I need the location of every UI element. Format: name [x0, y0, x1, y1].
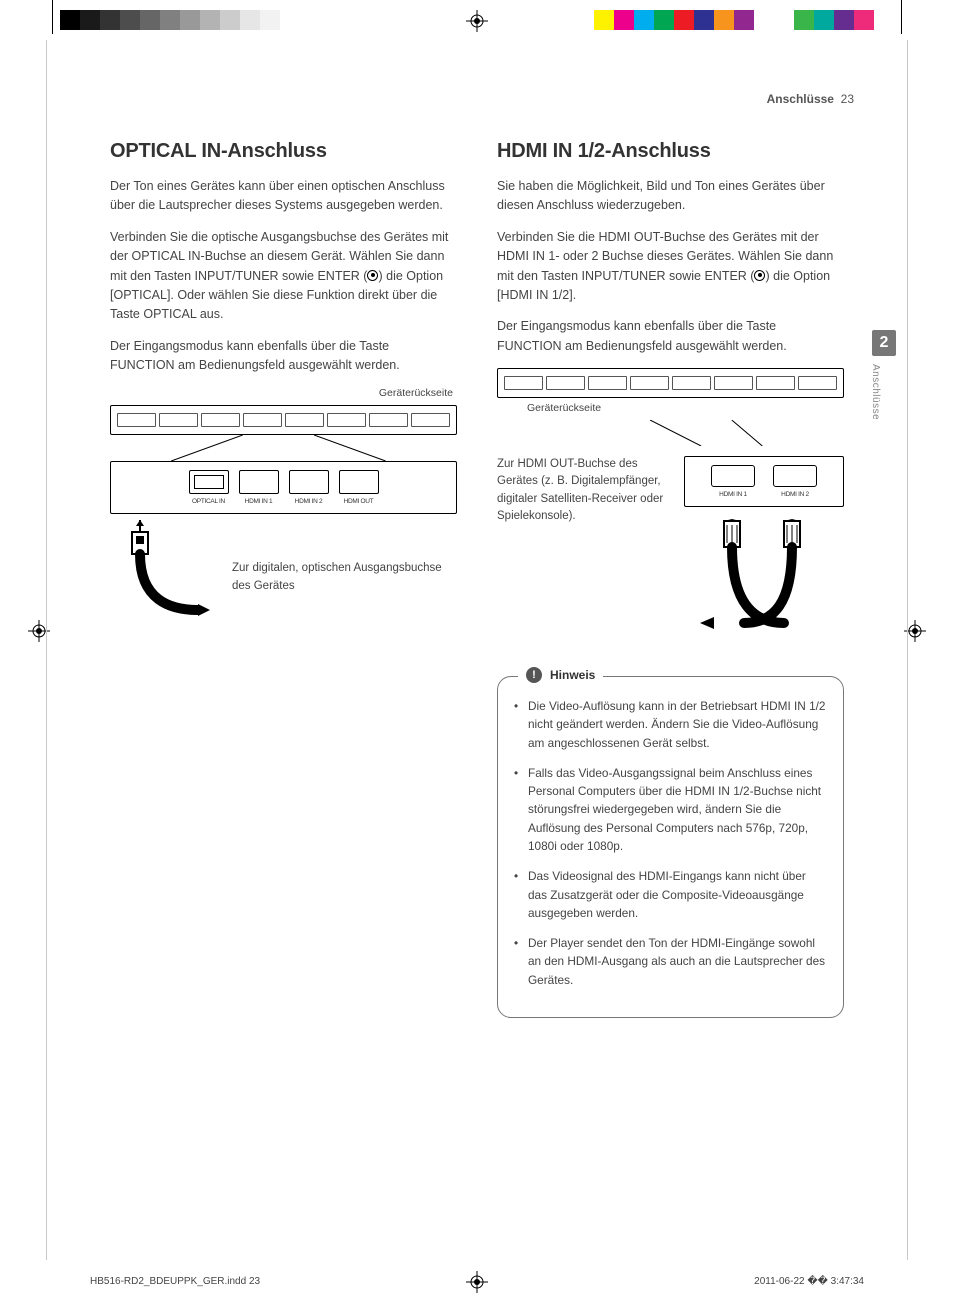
trim-line [907, 40, 908, 1260]
optical-cable-caption: Zur digitalen, optischen Ausgangsbuchse … [232, 520, 457, 595]
swatch [120, 10, 140, 30]
header-page: 23 [841, 92, 854, 106]
swatch [614, 10, 634, 30]
callout-leader-lines [110, 435, 457, 461]
footer-timestamp: 2011-06-22 �� 3:47:34 [754, 1276, 864, 1287]
note-title: Hinweis [550, 668, 595, 682]
content-area: OPTICAL IN-Anschluss Der Ton eines Gerät… [110, 140, 844, 1235]
diagram-hdmi: Geräterückseite Zur HDMI OUT-Buchse des … [497, 368, 844, 658]
side-tab: 2 Anschlüsse [870, 330, 898, 420]
note-item: Das Videosignal des HDMI-Eingangs kann n… [514, 867, 827, 922]
footer-filename: HB516-RD2_BDEUPPK_GER.indd 23 [90, 1276, 260, 1287]
note-item: Die Video-Auflösung kann in der Betriebs… [514, 697, 827, 752]
hdmi-ports-illustration: HDMI IN 1 HDMI IN 2 [684, 456, 844, 658]
swatch [100, 10, 120, 30]
swatch [200, 10, 220, 30]
port-hdmi-in-1: HDMI IN 1 [239, 470, 279, 505]
registration-mark-icon [466, 10, 488, 32]
swatch [854, 10, 874, 30]
optical-cable-illustration [110, 520, 220, 640]
swatch [814, 10, 834, 30]
crop-tick [52, 0, 53, 34]
info-icon: ! [526, 667, 542, 683]
swatch [140, 10, 160, 30]
column-left: OPTICAL IN-Anschluss Der Ton eines Gerät… [110, 140, 457, 1235]
note-header: ! Hinweis [518, 667, 603, 683]
diagram-optical: Geräterückseite OPTICAL IN HDMI IN 1 HDM… [110, 387, 457, 640]
chapter-number: 2 [872, 330, 897, 356]
swatch [280, 10, 300, 30]
rear-panel-illustration [110, 405, 457, 435]
swatch [300, 10, 320, 30]
port-label: HDMI IN 1 [711, 491, 755, 498]
swatch [674, 10, 694, 30]
swatch [320, 10, 340, 30]
registration-mark-icon [466, 1271, 488, 1293]
hdmi-cable-caption: Zur HDMI OUT-Buchse des Gerätes (z. B. D… [497, 456, 674, 525]
swatch [80, 10, 100, 30]
port-hdmi-in-2: HDMI IN 2 [773, 465, 817, 498]
crop-tick [901, 0, 902, 34]
paragraph: Sie haben die Möglichkeit, Bild und Ton … [497, 177, 844, 216]
note-box: ! Hinweis Die Video-Auflösung kann in de… [497, 676, 844, 1018]
swatch [260, 10, 280, 30]
port-label: HDMI IN 2 [773, 491, 817, 498]
chapter-label: Anschlüsse [870, 364, 881, 420]
swatch [694, 10, 714, 30]
note-item: Falls das Video-Ausgangssignal beim Ansc… [514, 764, 827, 855]
note-list: Die Video-Auflösung kann in der Betriebs… [514, 697, 827, 989]
swatch [220, 10, 240, 30]
paragraph: Der Ton eines Gerätes kann über einen op… [110, 177, 457, 216]
port-hdmi-in-1: HDMI IN 1 [711, 465, 755, 498]
trim-line [46, 40, 47, 1260]
port-label: HDMI OUT [339, 498, 379, 505]
swatch [634, 10, 654, 30]
heading-optical: OPTICAL IN-Anschluss [110, 140, 457, 163]
swatch [714, 10, 734, 30]
callout-leader-lines [497, 420, 844, 446]
swatch [160, 10, 180, 30]
swatch [180, 10, 200, 30]
rear-panel-illustration [497, 368, 844, 398]
swatch [754, 10, 774, 30]
rear-panel-label: Geräterückseite [110, 387, 453, 399]
swatch [874, 10, 894, 30]
paragraph: Der Eingangsmodus kann ebenfalls über di… [497, 317, 844, 356]
port-hdmi-in-2: HDMI IN 2 [289, 470, 329, 505]
swatch [734, 10, 754, 30]
heading-hdmi: HDMI IN 1/2-Anschluss [497, 140, 844, 163]
paragraph: Verbinden Sie die HDMI OUT-Buchse des Ge… [497, 228, 844, 306]
swatch [240, 10, 260, 30]
column-right: HDMI IN 1/2-Anschluss Sie haben die Mögl… [497, 140, 844, 1235]
swatch [594, 10, 614, 30]
print-colorbar-grayscale [60, 10, 360, 30]
port-label: HDMI IN 1 [239, 498, 279, 505]
header-section: Anschlüsse [767, 92, 834, 106]
enter-button-icon [367, 270, 378, 281]
port-optical: OPTICAL IN [189, 470, 229, 505]
swatch [60, 10, 80, 30]
swatch [774, 10, 794, 30]
port-label: OPTICAL IN [189, 498, 229, 505]
paragraph: Verbinden Sie die optische Ausgangsbuchs… [110, 228, 457, 325]
note-item: Der Player sendet den Ton der HDMI-Eingä… [514, 934, 827, 989]
paragraph: Der Eingangsmodus kann ebenfalls über di… [110, 337, 457, 376]
running-head: Anschlüsse 23 [767, 92, 854, 106]
hdmi-plugs-illustration [684, 513, 844, 658]
port-hdmi-out: HDMI OUT [339, 470, 379, 505]
port-label: HDMI IN 2 [289, 498, 329, 505]
enter-button-icon [754, 270, 765, 281]
swatch [834, 10, 854, 30]
page: Anschlüsse 23 2 Anschlüsse OPTICAL IN-An… [0, 0, 954, 1315]
swatch [654, 10, 674, 30]
print-colorbar-process [594, 10, 894, 30]
rear-panel-label: Geräterückseite [527, 402, 840, 414]
swatch [340, 10, 360, 30]
port-callout-box: OPTICAL IN HDMI IN 1 HDMI IN 2 HDMI OUT [110, 461, 457, 514]
swatch [794, 10, 814, 30]
optical-cable-row: Zur digitalen, optischen Ausgangsbuchse … [110, 520, 457, 640]
